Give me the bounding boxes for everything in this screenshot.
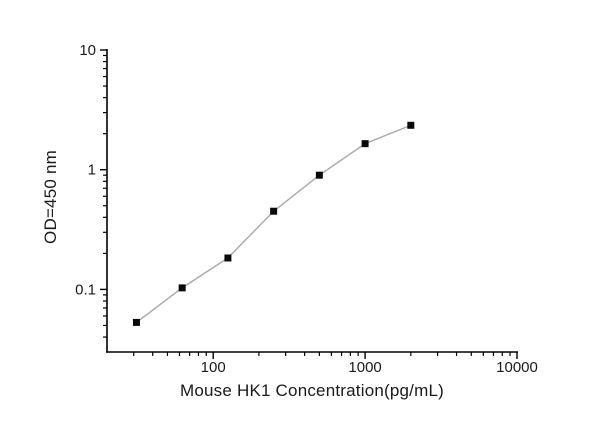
data-point-marker — [132, 318, 140, 326]
x-tick-label: 1000 — [348, 359, 381, 376]
y-tick-label: 1 — [88, 162, 96, 179]
data-point-marker — [224, 254, 232, 262]
y-tick-label: 10 — [79, 42, 96, 59]
data-point-marker — [407, 121, 415, 129]
x-tick-label: 10000 — [496, 359, 538, 376]
data-point-marker — [270, 207, 278, 215]
y-tick-label: 0.1 — [75, 281, 96, 298]
x-tick-label: 100 — [201, 359, 226, 376]
curve-line — [136, 124, 412, 323]
data-point-marker — [361, 140, 369, 148]
x-axis-title: Mouse HK1 Concentration(pg/mL) — [180, 381, 444, 400]
data-point-marker — [315, 171, 323, 179]
data-point-marker — [178, 284, 186, 292]
y-axis-title: OD=450 nm — [41, 150, 60, 244]
